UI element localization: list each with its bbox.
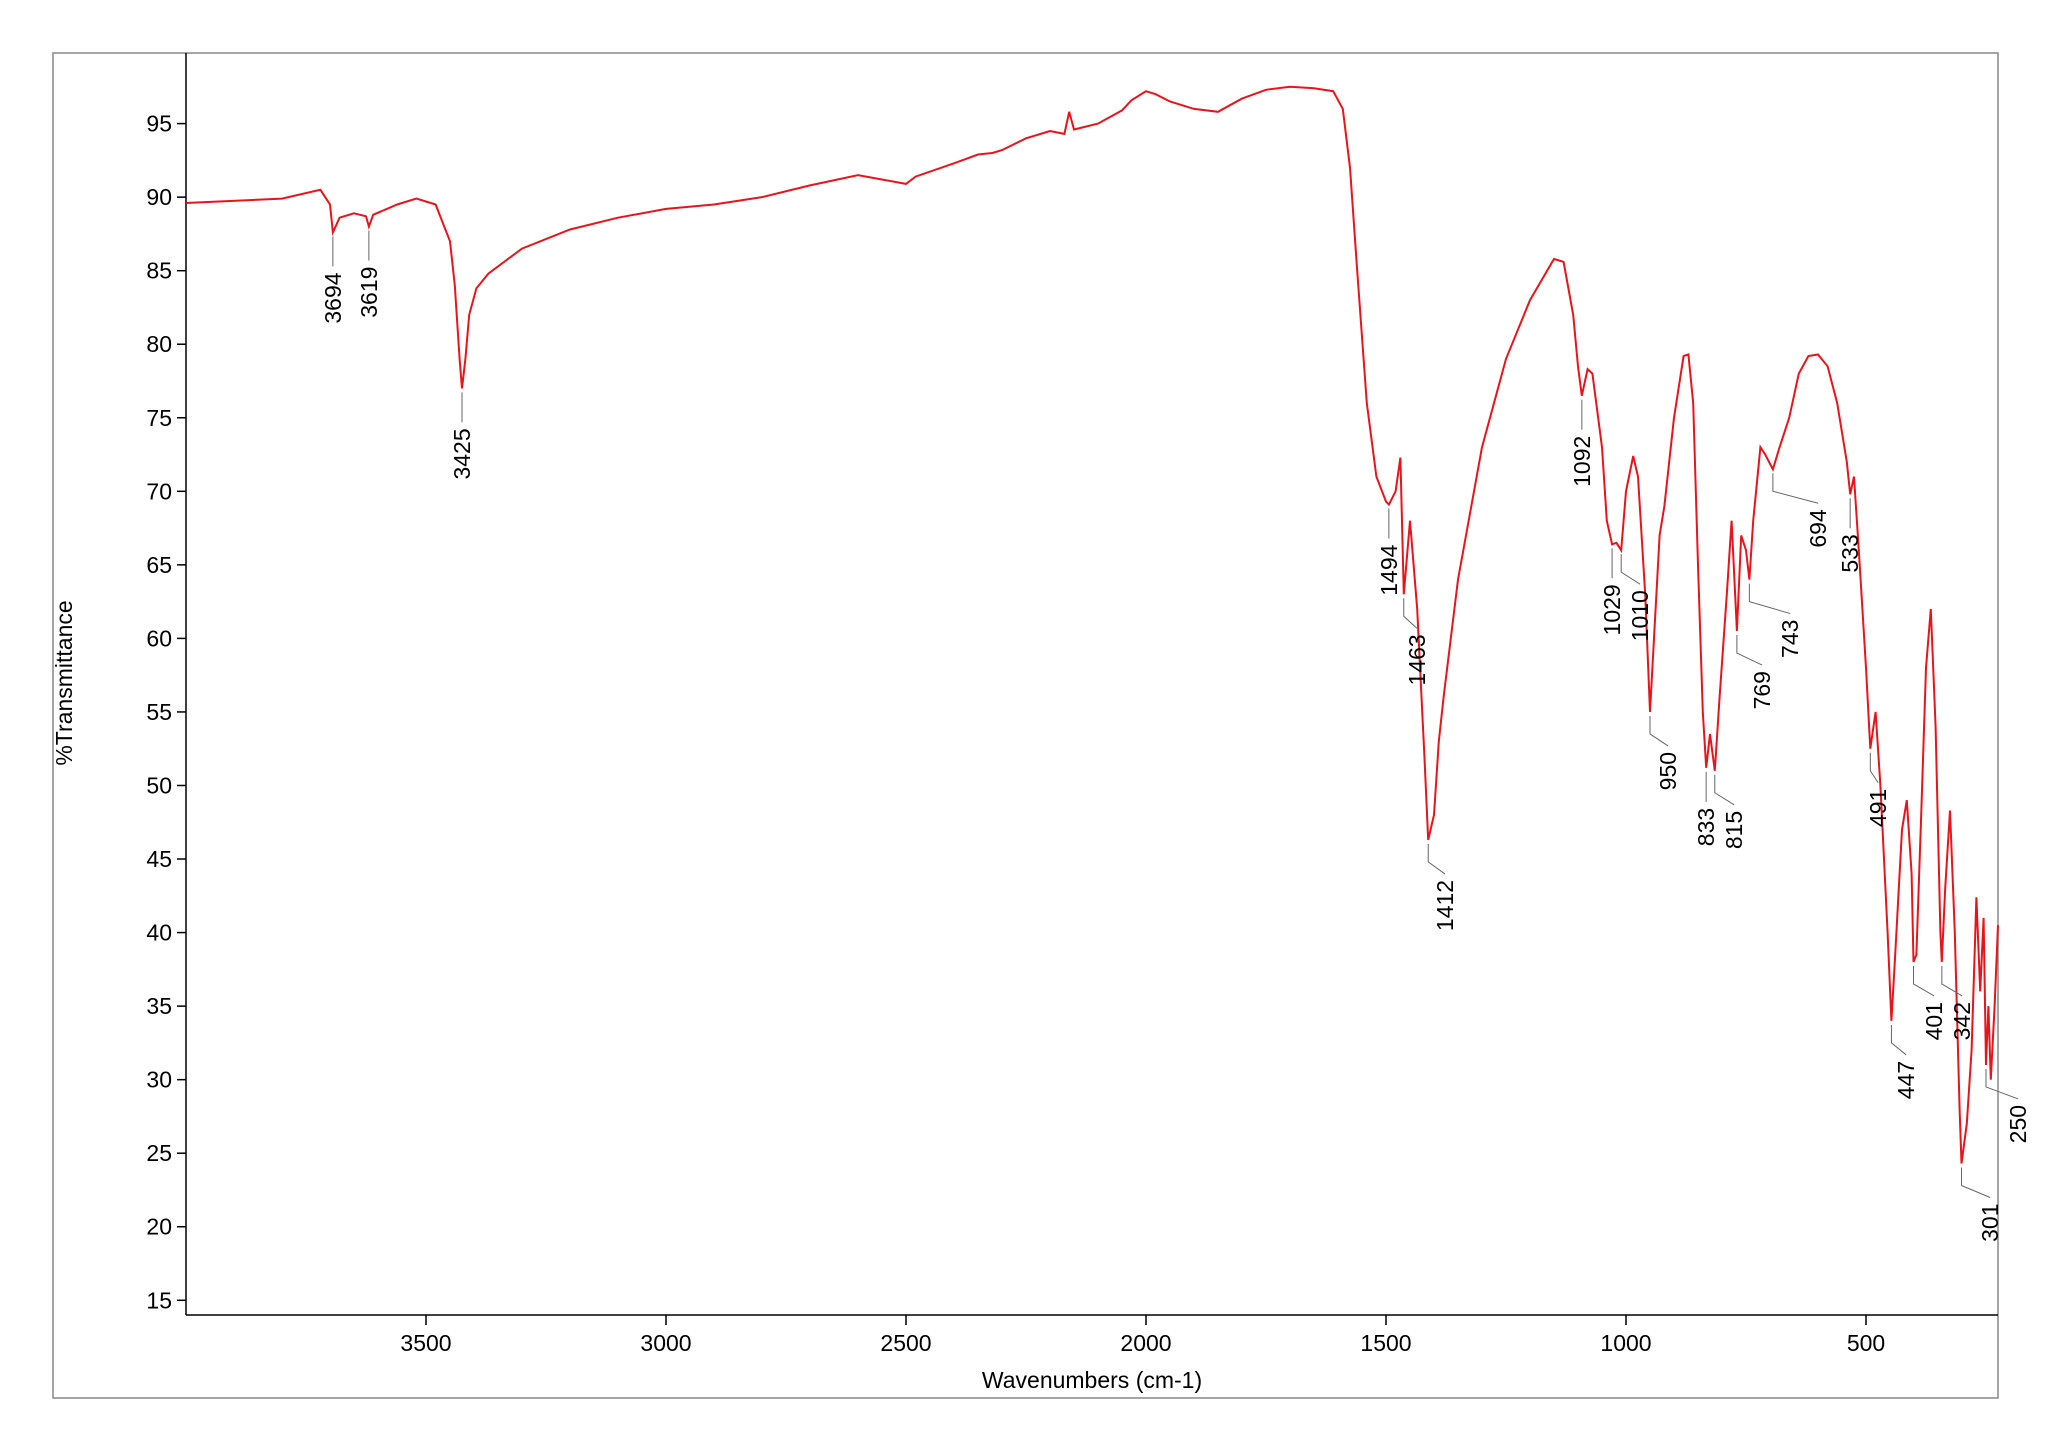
y-tick-label: 90 bbox=[146, 184, 172, 210]
peak-label: 342 bbox=[1949, 1002, 1975, 1040]
peak-label: 250 bbox=[2005, 1105, 2031, 1143]
y-tick-label: 35 bbox=[146, 993, 172, 1019]
y-tick-label: 70 bbox=[146, 478, 172, 504]
peak-label: 3425 bbox=[449, 428, 475, 479]
y-tick-label: 45 bbox=[146, 846, 172, 872]
peak-leader bbox=[1890, 1024, 1907, 1056]
x-tick-label: 1500 bbox=[1360, 1330, 1411, 1356]
peak-label: 1029 bbox=[1599, 584, 1625, 635]
peak-label: 950 bbox=[1655, 752, 1681, 790]
y-tick-label: 60 bbox=[146, 625, 172, 651]
y-tick-label: 25 bbox=[146, 1140, 172, 1166]
peak-label: 3619 bbox=[356, 267, 382, 318]
peak-label: 301 bbox=[1977, 1204, 2003, 1242]
peak-label: 533 bbox=[1837, 534, 1863, 572]
peak-leader bbox=[1772, 473, 1819, 504]
x-tick-label: 2500 bbox=[880, 1330, 931, 1356]
y-tick-label: 65 bbox=[146, 552, 172, 578]
peak-label: 833 bbox=[1693, 808, 1719, 846]
y-tick-label: 85 bbox=[146, 258, 172, 284]
peak-leader bbox=[1649, 715, 1669, 747]
y-tick-label: 40 bbox=[146, 920, 172, 946]
peak-leader bbox=[1941, 965, 1963, 997]
y-axis-label: %Transmittance bbox=[51, 600, 77, 765]
peak-leader bbox=[1427, 843, 1446, 875]
peak-label: 447 bbox=[1893, 1061, 1919, 1099]
y-tick-label: 95 bbox=[146, 111, 172, 137]
peak-label: 1412 bbox=[1432, 880, 1458, 931]
peak-leader bbox=[1748, 583, 1791, 615]
peak-leader bbox=[1403, 598, 1418, 629]
peak-leader bbox=[1961, 1167, 1991, 1198]
spectrum-line bbox=[185, 85, 1999, 1164]
y-tick-label: 15 bbox=[146, 1287, 172, 1313]
peak-leader bbox=[1714, 774, 1735, 806]
peak-label: 491 bbox=[1865, 789, 1891, 827]
y-tick-label: 80 bbox=[146, 331, 172, 357]
y-tick-label: 50 bbox=[146, 772, 172, 798]
peak-label: 1463 bbox=[1404, 634, 1430, 685]
peak-leader bbox=[1736, 635, 1763, 666]
x-tick-label: 3000 bbox=[640, 1330, 691, 1356]
y-tick-label: 55 bbox=[146, 699, 172, 725]
peak-label: 1092 bbox=[1569, 436, 1595, 487]
peak-leader bbox=[1620, 554, 1641, 585]
peak-label: 1010 bbox=[1627, 590, 1653, 641]
x-tick-label: 1000 bbox=[1600, 1330, 1651, 1356]
y-tick-label: 75 bbox=[146, 405, 172, 431]
frame bbox=[52, 52, 1999, 1399]
peak-label: 743 bbox=[1777, 620, 1803, 658]
y-tick-label: 30 bbox=[146, 1067, 172, 1093]
x-tick-label: 500 bbox=[1847, 1330, 1885, 1356]
peak-label: 401 bbox=[1921, 1002, 1947, 1040]
peak-label: 3694 bbox=[320, 272, 346, 323]
peak-leader bbox=[1913, 965, 1935, 997]
y-tick-label: 20 bbox=[146, 1214, 172, 1240]
peak-label: 815 bbox=[1721, 811, 1747, 849]
x-tick-label: 2000 bbox=[1120, 1330, 1171, 1356]
x-axis-label: Wavenumbers (cm-1) bbox=[982, 1367, 1202, 1393]
peak-label: 769 bbox=[1749, 671, 1775, 709]
peak-label: 1494 bbox=[1376, 544, 1402, 595]
x-tick-label: 3500 bbox=[400, 1330, 451, 1356]
peak-leader bbox=[1869, 752, 1879, 783]
peak-label: 694 bbox=[1805, 509, 1831, 548]
peak-leader bbox=[1985, 1068, 2019, 1100]
